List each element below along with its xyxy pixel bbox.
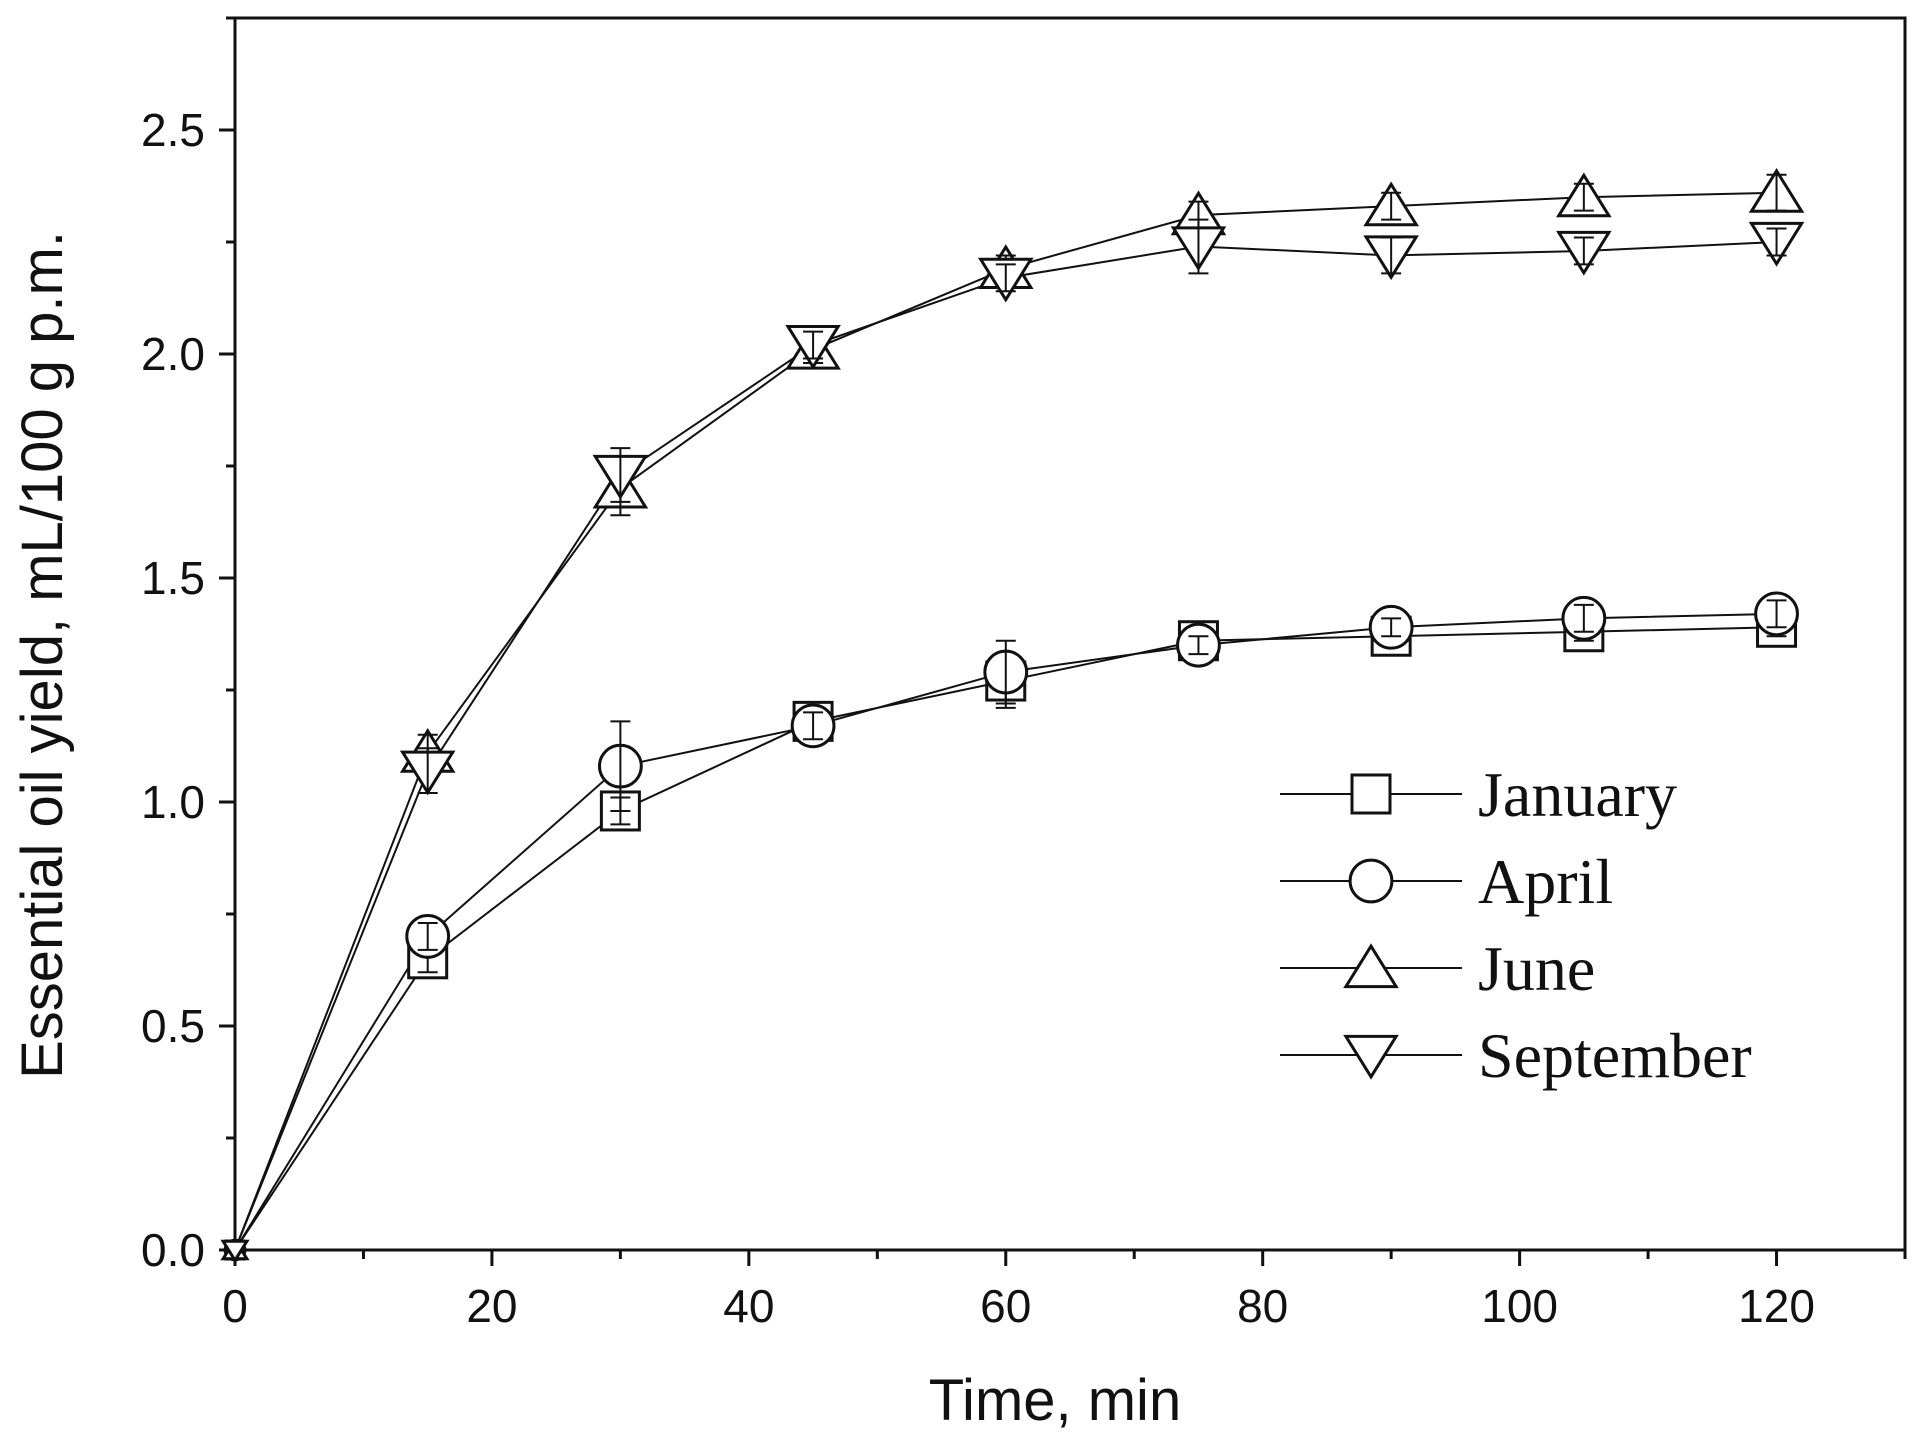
y-tick-label: 0.5 (141, 1000, 205, 1052)
legend-label: September (1478, 1020, 1752, 1091)
y-tick-label: 2.5 (141, 104, 205, 156)
data-point (220, 1239, 250, 1264)
y-tick-label: 1.5 (141, 552, 205, 604)
y-tick-label: 0.0 (141, 1224, 205, 1276)
y-tick-label: 1.0 (141, 776, 205, 828)
legend-marker (1350, 773, 1392, 815)
legend-label: January (1478, 759, 1677, 830)
x-tick-label: 60 (980, 1280, 1031, 1332)
series-layer (220, 168, 1805, 1264)
y-axis-title: Essential oil yield, mL/100 g p.m. (10, 231, 75, 1079)
x-tick-label: 40 (723, 1280, 774, 1332)
legend-marker (1348, 858, 1394, 904)
x-tick-label: 120 (1738, 1280, 1815, 1332)
x-tick-label: 20 (466, 1280, 517, 1332)
plot-frame (233, 16, 1907, 1252)
y-tick-label: 2.0 (141, 328, 205, 380)
x-axis-title: Time, min (929, 1368, 1181, 1433)
legend-label: June (1478, 933, 1595, 1004)
series-line (234, 191, 1777, 1251)
x-tick-label: 100 (1481, 1280, 1558, 1332)
series-line (234, 612, 1777, 1251)
legend-label: April (1478, 846, 1613, 917)
x-tick-label: 0 (222, 1280, 248, 1332)
legend-marker (1343, 1034, 1399, 1080)
legend: January April June September (1280, 759, 1752, 1091)
series-line (234, 241, 1777, 1251)
axes: 0 20 40 60 80 100 120 0.0 0.5 1.0 1.5 2.0 2.5 (141, 16, 1907, 1332)
legend-marker (1343, 943, 1399, 989)
x-tick-label: 80 (1237, 1280, 1288, 1332)
